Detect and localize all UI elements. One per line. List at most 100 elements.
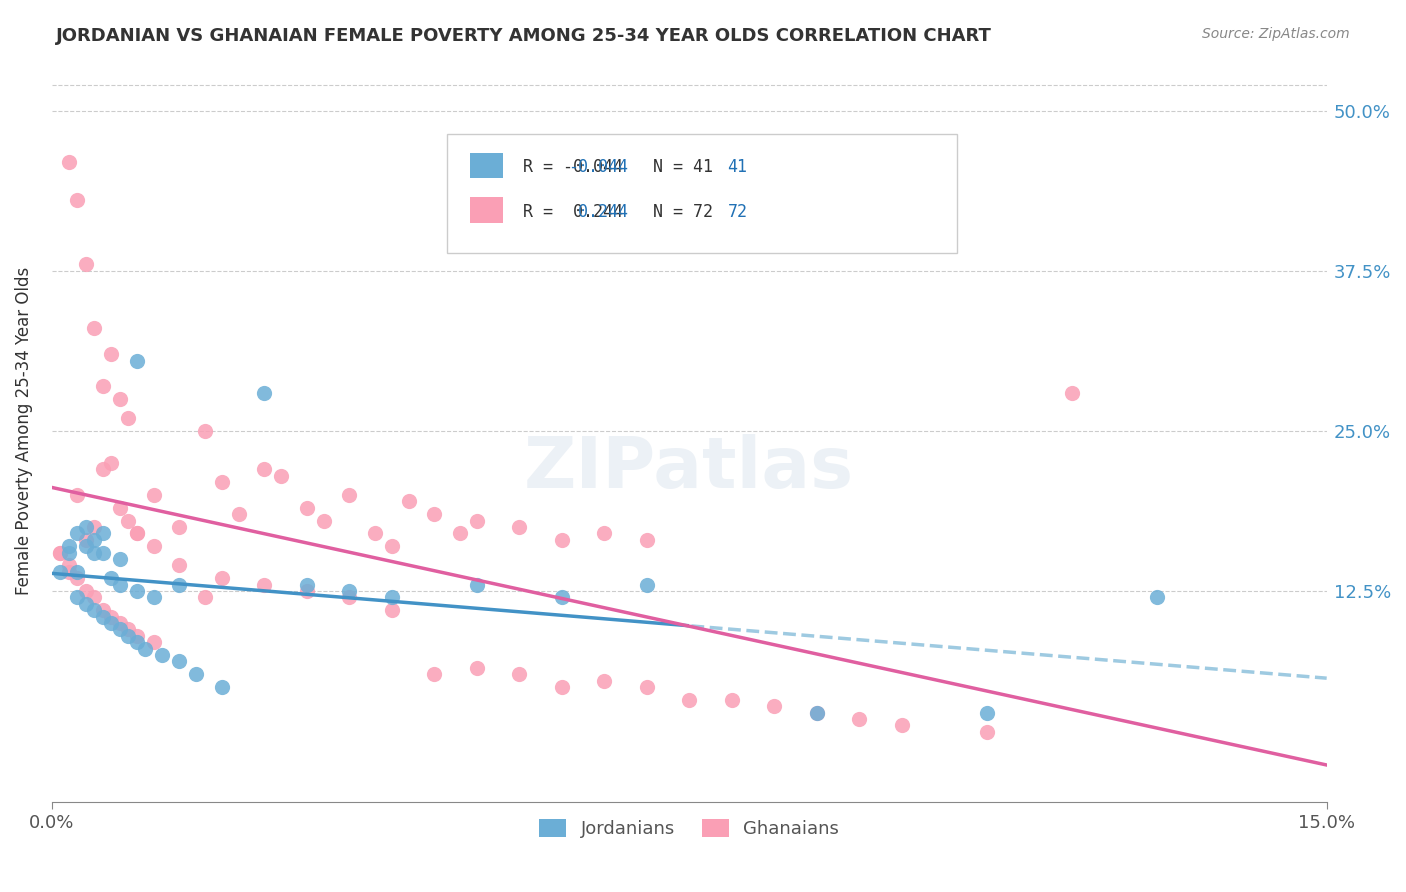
Point — [66, 591, 89, 605]
Point — [75, 584, 97, 599]
Point — [117, 623, 139, 637]
Y-axis label: Female Poverty Among 25-34 Year Olds: Female Poverty Among 25-34 Year Olds — [15, 267, 32, 595]
Point — [125, 629, 148, 643]
Point — [186, 667, 208, 681]
Point — [312, 514, 335, 528]
Point — [91, 603, 114, 617]
Point — [100, 609, 122, 624]
Point — [91, 545, 114, 559]
Point — [142, 591, 165, 605]
Point — [91, 462, 114, 476]
Point — [125, 526, 148, 541]
FancyBboxPatch shape — [470, 153, 503, 178]
Point — [636, 680, 658, 694]
Text: Source: ZipAtlas.com: Source: ZipAtlas.com — [1202, 27, 1350, 41]
Point — [75, 520, 97, 534]
Point — [508, 520, 530, 534]
Point — [117, 629, 139, 643]
Point — [75, 257, 97, 271]
Point — [1146, 591, 1168, 605]
Point — [381, 603, 404, 617]
Point — [83, 591, 105, 605]
Point — [211, 680, 233, 694]
Point — [551, 591, 574, 605]
Point — [91, 526, 114, 541]
Point — [398, 494, 420, 508]
Point — [848, 712, 870, 726]
Point — [66, 571, 89, 585]
FancyBboxPatch shape — [470, 197, 503, 223]
Point — [66, 526, 89, 541]
Point — [66, 488, 89, 502]
Point — [253, 462, 276, 476]
Point — [108, 615, 131, 630]
Text: 0.244: 0.244 — [568, 202, 628, 221]
Point — [806, 706, 828, 720]
FancyBboxPatch shape — [447, 134, 957, 252]
Point — [58, 539, 80, 553]
Point — [337, 591, 360, 605]
Point — [91, 379, 114, 393]
Point — [465, 661, 488, 675]
Text: -0.044: -0.044 — [568, 158, 628, 177]
Point — [465, 514, 488, 528]
Point — [117, 411, 139, 425]
Point — [83, 520, 105, 534]
Point — [720, 693, 742, 707]
Point — [337, 488, 360, 502]
Point — [976, 706, 998, 720]
Point — [295, 584, 318, 599]
Point — [806, 706, 828, 720]
Point — [423, 667, 446, 681]
Point — [125, 635, 148, 649]
Point — [253, 577, 276, 591]
Point — [551, 680, 574, 694]
Point — [142, 488, 165, 502]
Point — [100, 571, 122, 585]
Point — [91, 609, 114, 624]
Point — [253, 385, 276, 400]
Point — [49, 545, 72, 559]
Point — [423, 507, 446, 521]
Point — [100, 456, 122, 470]
Point — [381, 539, 404, 553]
Point — [194, 424, 217, 438]
Point — [134, 641, 156, 656]
Point — [381, 591, 404, 605]
Point — [75, 539, 97, 553]
Point — [508, 667, 530, 681]
Point — [167, 520, 190, 534]
Point — [108, 552, 131, 566]
Point — [295, 500, 318, 515]
Point — [49, 565, 72, 579]
Point — [117, 514, 139, 528]
Point — [75, 597, 97, 611]
Point — [194, 591, 217, 605]
Point — [636, 577, 658, 591]
Point — [66, 565, 89, 579]
Point — [58, 558, 80, 573]
Point — [49, 545, 72, 559]
Point — [337, 584, 360, 599]
Point — [228, 507, 250, 521]
Point — [150, 648, 173, 662]
Point — [100, 615, 122, 630]
Point — [976, 724, 998, 739]
Point — [58, 155, 80, 169]
Point — [108, 577, 131, 591]
Point — [449, 526, 471, 541]
Point — [83, 321, 105, 335]
Point — [211, 571, 233, 585]
Point — [142, 635, 165, 649]
Point — [108, 623, 131, 637]
Point — [125, 526, 148, 541]
Point — [465, 577, 488, 591]
Text: JORDANIAN VS GHANAIAN FEMALE POVERTY AMONG 25-34 YEAR OLDS CORRELATION CHART: JORDANIAN VS GHANAIAN FEMALE POVERTY AMO… — [56, 27, 993, 45]
Point — [58, 565, 80, 579]
Text: R = -0.044   N = 41: R = -0.044 N = 41 — [523, 158, 713, 177]
Point — [636, 533, 658, 547]
Point — [83, 533, 105, 547]
Point — [66, 194, 89, 208]
Point — [142, 539, 165, 553]
Point — [295, 577, 318, 591]
